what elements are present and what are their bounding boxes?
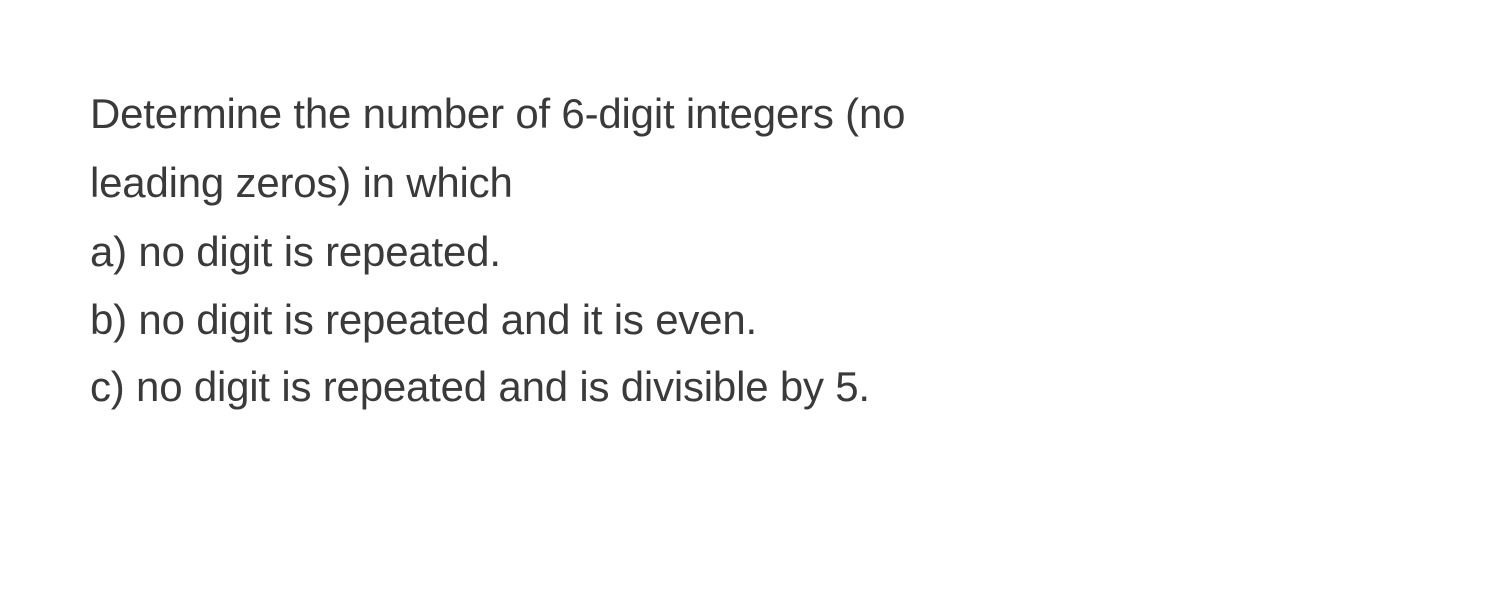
- question-part-b: b) no digit is repeated and it is even.: [90, 286, 1410, 353]
- question-part-a: a) no digit is repeated.: [90, 218, 1410, 285]
- question-intro-line2: leading zeros) in which: [90, 149, 1410, 216]
- question-part-c: c) no digit is repeated and is divisible…: [90, 353, 1410, 420]
- question-intro-line1: Determine the number of 6-digit integers…: [90, 80, 1410, 147]
